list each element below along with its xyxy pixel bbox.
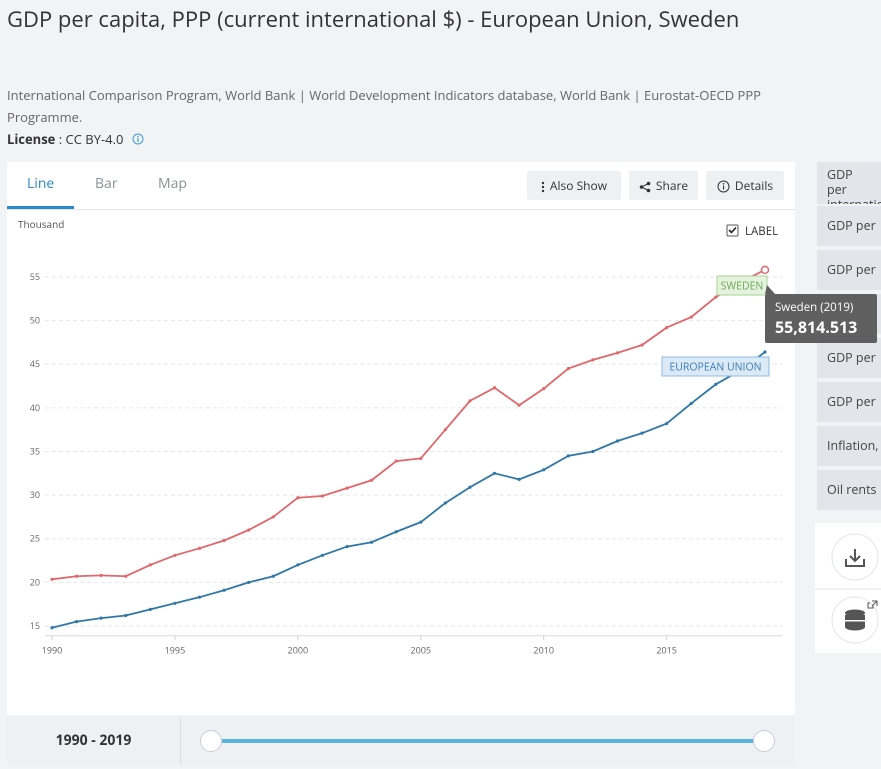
sidebar-item[interactable]: GDP per bbox=[817, 250, 881, 290]
tab-underline bbox=[7, 206, 74, 209]
button-label: Also Show bbox=[549, 177, 608, 194]
sidebar-item[interactable]: Oil rents bbox=[817, 470, 881, 510]
range-handle[interactable] bbox=[200, 730, 222, 752]
sidebar-item[interactable]: GDP per bbox=[817, 382, 881, 422]
range-track bbox=[211, 739, 764, 743]
icon bbox=[639, 181, 651, 193]
also-show-button[interactable]: Also Show bbox=[527, 171, 621, 200]
download-icons bbox=[815, 533, 881, 644]
divider bbox=[180, 716, 181, 765]
sidebar-item[interactable]: GDP per bbox=[817, 338, 881, 378]
license-value: : CC BY-4.0 bbox=[58, 130, 124, 148]
button-label: Share bbox=[655, 177, 689, 194]
sidebar-item[interactable] bbox=[817, 294, 881, 334]
share-button[interactable]: Share bbox=[629, 171, 698, 200]
tab[interactable]: Map bbox=[158, 174, 187, 193]
info-icon[interactable] bbox=[132, 133, 144, 145]
range-handle[interactable] bbox=[753, 730, 775, 752]
details-button[interactable]: Details bbox=[706, 171, 784, 200]
download-card bbox=[815, 523, 881, 653]
icon bbox=[541, 181, 545, 193]
icon bbox=[717, 180, 730, 193]
sidebar-item[interactable]: Inflation, bbox=[817, 426, 881, 466]
license-label: License bbox=[7, 130, 56, 148]
tab[interactable]: Bar bbox=[95, 174, 118, 193]
source: International Comparison Program, World … bbox=[7, 86, 761, 126]
license: License : CC BY-4.0 bbox=[7, 129, 144, 149]
page-title: GDP per capita, PPP (current internation… bbox=[7, 4, 740, 34]
tab[interactable]: Line bbox=[27, 174, 55, 193]
chart-card bbox=[7, 162, 795, 715]
button-label: Details bbox=[734, 177, 774, 194]
range-label: 1990 - 2019 bbox=[55, 731, 132, 750]
divider bbox=[7, 209, 795, 210]
sidebar-item[interactable]: GDP per internatio bbox=[817, 162, 881, 204]
sidebar-item[interactable]: GDP per bbox=[817, 206, 881, 246]
